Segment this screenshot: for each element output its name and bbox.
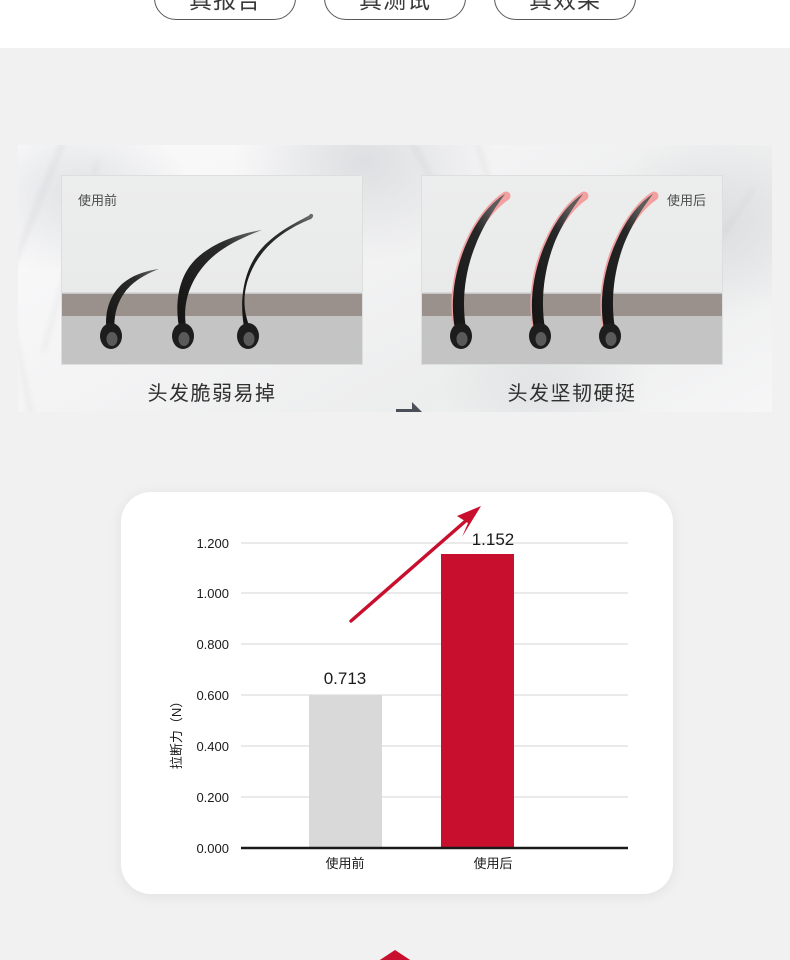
bar-after: [441, 554, 514, 848]
y-tick-label: 0.200: [196, 790, 229, 805]
after-hair-illustration: [450, 191, 659, 349]
after-panel: 使用后: [421, 175, 723, 365]
scalp-surface-band: [422, 294, 722, 316]
before-hair-illustration: [100, 213, 314, 349]
y-tick-label: 1.000: [196, 586, 229, 601]
hair-bulb-core: [456, 332, 468, 346]
hair-strand: [601, 194, 653, 334]
hair-bulb-core: [243, 332, 255, 346]
pill-label: 真效果: [529, 0, 601, 13]
bar-before: [309, 695, 382, 848]
pill-label: 真测试: [359, 0, 431, 13]
hair-strand: [242, 213, 314, 332]
before-panel: 使用前: [61, 175, 363, 365]
y-axis-title: 拉断力（N）: [169, 695, 184, 769]
bar-value-label-before: 0.713: [324, 669, 367, 688]
comparison-banner: 使用前 头发脆弱易掉: [18, 145, 772, 412]
pill-button-test[interactable]: 真测试: [324, 0, 466, 20]
arrow-right-icon: [396, 402, 422, 412]
bar-value-label-after: 1.152: [472, 530, 515, 549]
next-section-peek: [0, 930, 790, 960]
y-tick-label: 0.600: [196, 688, 229, 703]
hair-bulb-core: [106, 332, 118, 346]
y-tick-label: 0.000: [196, 841, 229, 856]
y-tick-label: 0.400: [196, 739, 229, 754]
y-tick-label: 1.200: [196, 536, 229, 551]
red-triangle-icon: [379, 950, 411, 960]
hair-strand: [177, 230, 262, 332]
top-white-band: 真报告 真测试 真效果: [0, 0, 790, 48]
hair-strand: [452, 194, 505, 334]
marble-vein: [18, 296, 33, 412]
chart-card: 1.200 1.000 0.800 0.600 0.400 0.200 0.00…: [121, 492, 673, 894]
hair-strand: [531, 194, 583, 334]
before-panel-tag: 使用前: [78, 193, 118, 208]
scalp-dermis-layer: [422, 316, 722, 364]
pill-button-report[interactable]: 真报告: [154, 0, 296, 20]
chart-gridlines: [241, 542, 628, 798]
y-axis-tick-labels: 1.200 1.000 0.800 0.600 0.400 0.200 0.00…: [196, 536, 229, 856]
pill-button-row: 真报告 真测试 真效果: [0, 0, 790, 24]
pill-label: 真报告: [189, 0, 261, 13]
scalp-surface-band: [62, 294, 362, 316]
x-category-label-after: 使用后: [473, 856, 512, 871]
after-caption: 头发坚韧硬挺: [507, 383, 637, 405]
hair-bulb-core: [535, 332, 547, 346]
hair-bulb-core: [605, 332, 617, 346]
growth-arrow-annotation: [349, 506, 481, 623]
x-category-label-before: 使用前: [325, 856, 364, 871]
breaking-force-bar-chart: 1.200 1.000 0.800 0.600 0.400 0.200 0.00…: [169, 506, 628, 871]
y-tick-label: 0.800: [196, 637, 229, 652]
after-panel-tag: 使用后: [666, 193, 706, 208]
pill-button-effect[interactable]: 真效果: [494, 0, 636, 20]
hair-bulb-core: [178, 332, 190, 346]
before-caption: 头发脆弱易掉: [147, 383, 277, 405]
